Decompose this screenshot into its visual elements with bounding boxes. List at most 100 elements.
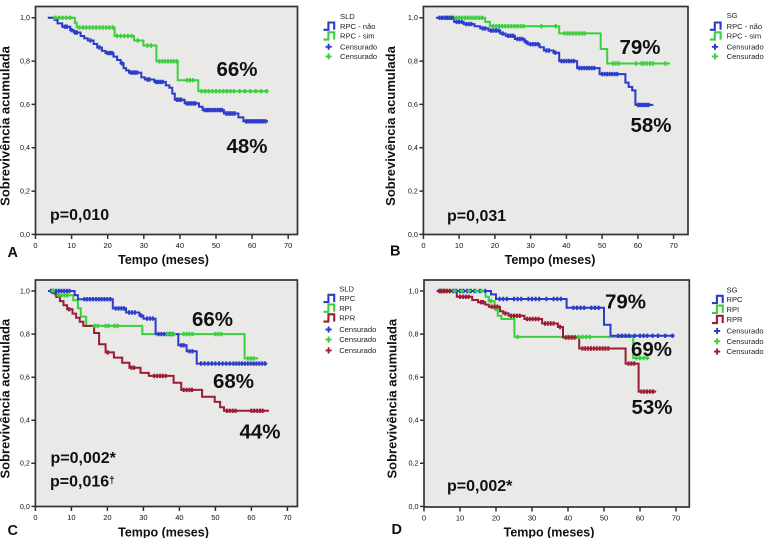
svg-text:0: 0 xyxy=(33,513,37,522)
svg-text:60: 60 xyxy=(248,241,256,250)
svg-text:50: 50 xyxy=(211,513,219,522)
svg-text:Sobrevivência acumulada: Sobrevivência acumulada xyxy=(383,45,398,205)
svg-text:SG: SG xyxy=(727,286,738,295)
svg-text:SG: SG xyxy=(727,11,738,20)
svg-text:1,0: 1,0 xyxy=(408,13,418,22)
svg-text:0: 0 xyxy=(422,514,426,523)
svg-text:0,4: 0,4 xyxy=(20,416,30,425)
svg-text:0,2: 0,2 xyxy=(20,459,30,468)
svg-text:53%: 53% xyxy=(631,396,672,419)
svg-text:0,6: 0,6 xyxy=(408,100,418,109)
svg-text:30: 30 xyxy=(140,241,148,250)
svg-text:70: 70 xyxy=(672,514,680,523)
svg-text:30: 30 xyxy=(139,513,147,522)
svg-text:30: 30 xyxy=(526,241,534,250)
svg-text:0: 0 xyxy=(421,241,425,250)
svg-text:p=0,002*: p=0,002* xyxy=(51,450,117,467)
svg-text:A: A xyxy=(8,245,19,261)
svg-text:C: C xyxy=(8,523,19,538)
svg-text:20: 20 xyxy=(103,513,111,522)
svg-text:50: 50 xyxy=(600,514,608,523)
svg-text:0: 0 xyxy=(33,241,37,250)
svg-text:RPC - sim: RPC - sim xyxy=(340,32,375,41)
svg-text:1,0: 1,0 xyxy=(20,286,30,295)
svg-text:RPC: RPC xyxy=(727,295,744,304)
svg-text:RPI: RPI xyxy=(339,304,352,313)
svg-text:Tempo (meses): Tempo (meses) xyxy=(504,526,595,538)
svg-text:Censurado: Censurado xyxy=(339,335,376,344)
svg-text:0,4: 0,4 xyxy=(408,143,418,152)
svg-text:RPR: RPR xyxy=(727,315,744,324)
svg-text:RPC - não: RPC - não xyxy=(340,22,375,31)
svg-text:0,6: 0,6 xyxy=(20,373,30,382)
svg-text:0,4: 0,4 xyxy=(20,143,30,152)
svg-text:RPR: RPR xyxy=(339,314,356,323)
svg-text:0,8: 0,8 xyxy=(409,330,419,339)
svg-text:RPI: RPI xyxy=(727,305,740,314)
svg-text:50: 50 xyxy=(212,241,220,250)
svg-text:Censurado: Censurado xyxy=(727,327,764,336)
svg-text:79%: 79% xyxy=(605,291,646,314)
svg-text:RPC - não: RPC - não xyxy=(727,22,762,31)
svg-text:20: 20 xyxy=(492,514,500,523)
svg-text:10: 10 xyxy=(456,514,464,523)
svg-text:1,0: 1,0 xyxy=(409,286,419,295)
svg-text:60: 60 xyxy=(634,241,642,250)
svg-text:Sobrevivência acumulada: Sobrevivência acumulada xyxy=(385,318,400,478)
svg-text:60: 60 xyxy=(247,513,255,522)
svg-text:10: 10 xyxy=(455,241,463,250)
svg-text:D: D xyxy=(392,522,402,538)
svg-text:66%: 66% xyxy=(216,58,257,81)
svg-text:0,6: 0,6 xyxy=(20,100,30,109)
svg-text:0,8: 0,8 xyxy=(20,330,30,339)
svg-text:Tempo (meses): Tempo (meses) xyxy=(118,253,209,267)
svg-text:Sobrevivência acumulada: Sobrevivência acumulada xyxy=(0,45,13,205)
svg-text:Censurado: Censurado xyxy=(727,42,764,51)
svg-text:70: 70 xyxy=(283,513,291,522)
svg-text:20: 20 xyxy=(491,241,499,250)
svg-text:40: 40 xyxy=(176,241,184,250)
svg-text:0,6: 0,6 xyxy=(409,373,419,382)
svg-text:20: 20 xyxy=(104,241,112,250)
svg-text:70: 70 xyxy=(669,241,677,250)
svg-text:0,2: 0,2 xyxy=(20,187,30,196)
svg-text:40: 40 xyxy=(562,241,570,250)
svg-text:p=0,002*: p=0,002* xyxy=(447,478,513,495)
svg-text:0,2: 0,2 xyxy=(409,459,419,468)
svg-text:Censurado: Censurado xyxy=(727,337,764,346)
svg-text:40: 40 xyxy=(564,514,572,523)
svg-text:Tempo (meses): Tempo (meses) xyxy=(505,253,596,267)
svg-text:Censurado: Censurado xyxy=(339,346,376,355)
svg-text:1,0: 1,0 xyxy=(20,13,30,22)
svg-text:Sobrevivência acumulada: Sobrevivência acumulada xyxy=(0,318,13,478)
svg-text:0,0: 0,0 xyxy=(408,230,418,239)
svg-text:Censurado: Censurado xyxy=(727,52,764,61)
svg-text:79%: 79% xyxy=(619,36,660,59)
svg-text:0,0: 0,0 xyxy=(20,502,30,511)
svg-text:69%: 69% xyxy=(631,338,672,361)
svg-text:40: 40 xyxy=(175,513,183,522)
svg-text:B: B xyxy=(390,244,400,260)
svg-text:0,4: 0,4 xyxy=(409,416,419,425)
svg-text:0,8: 0,8 xyxy=(408,57,418,66)
svg-text:0,0: 0,0 xyxy=(409,502,419,511)
svg-text:SLD: SLD xyxy=(339,284,354,293)
svg-text:58%: 58% xyxy=(630,114,671,137)
svg-text:50: 50 xyxy=(598,241,606,250)
svg-text:p=0,010: p=0,010 xyxy=(50,207,109,224)
svg-text:66%: 66% xyxy=(192,308,233,331)
svg-text:68%: 68% xyxy=(213,370,254,393)
svg-text:Censurado: Censurado xyxy=(340,52,377,61)
svg-text:Censurado: Censurado xyxy=(727,347,764,356)
svg-text:p=0,031: p=0,031 xyxy=(447,208,506,225)
svg-text:p=0,016†: p=0,016† xyxy=(50,474,115,491)
svg-text:10: 10 xyxy=(67,513,75,522)
svg-text:60: 60 xyxy=(636,514,644,523)
svg-text:Censurado: Censurado xyxy=(340,42,377,51)
svg-text:RPC - sim: RPC - sim xyxy=(727,32,762,41)
svg-text:RPC: RPC xyxy=(339,294,356,303)
svg-text:30: 30 xyxy=(528,514,536,523)
svg-text:70: 70 xyxy=(284,241,292,250)
svg-text:48%: 48% xyxy=(226,135,267,158)
svg-text:0,8: 0,8 xyxy=(20,57,30,66)
